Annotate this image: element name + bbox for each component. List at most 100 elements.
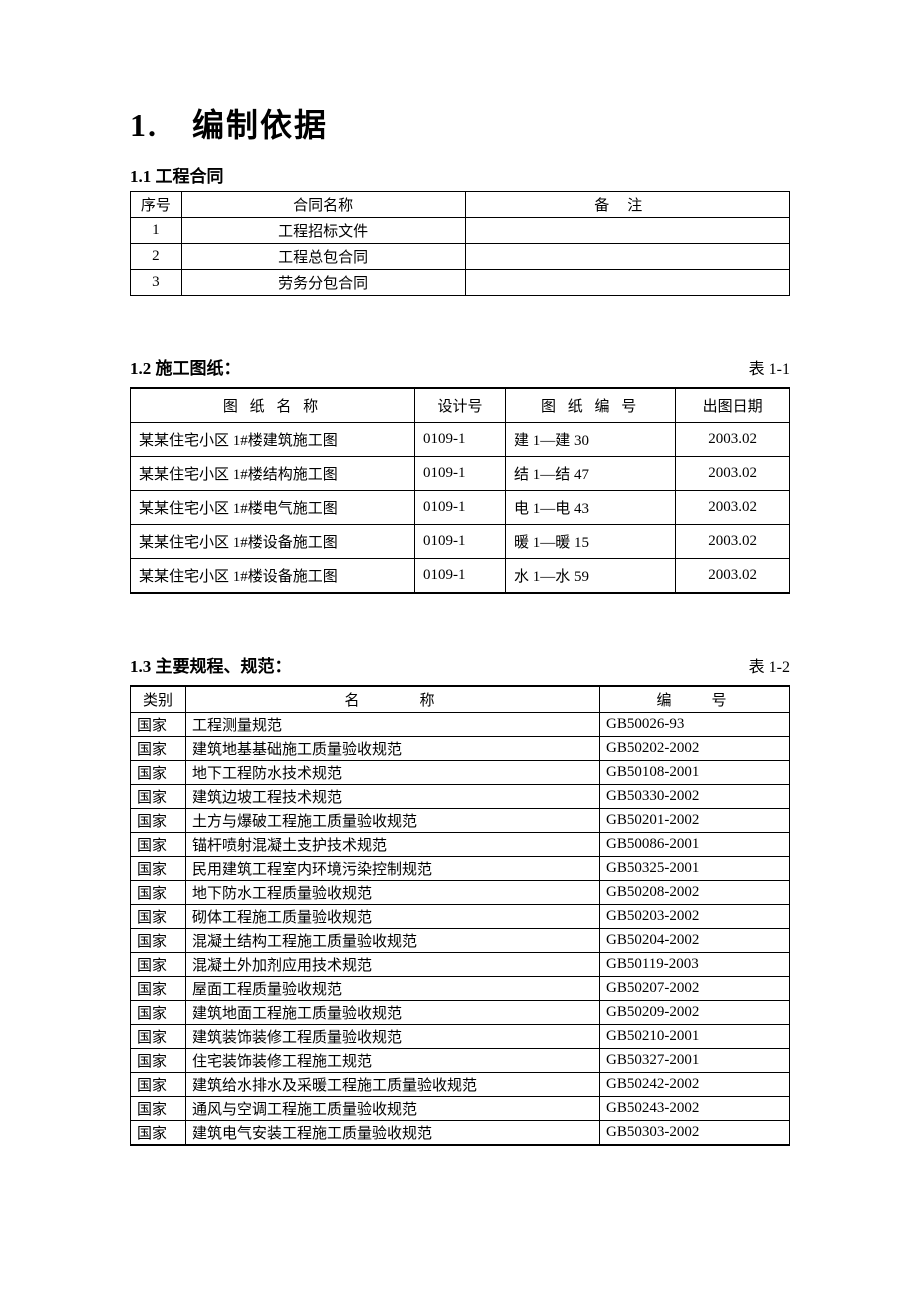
table-cell: 2003.02 [676, 491, 790, 525]
table-cell: 国家 [131, 1025, 186, 1049]
table-row: 3劳务分包合同 [131, 270, 790, 296]
table-row: 国家民用建筑工程室内环境污染控制规范GB50325-2001 [131, 857, 790, 881]
table-row: 国家屋面工程质量验收规范GB50207-2002 [131, 977, 790, 1001]
table-cell: GB50207-2002 [600, 977, 790, 1001]
table-row: 某某住宅小区 1#楼建筑施工图0109-1建 1—建 302003.02 [131, 423, 790, 457]
table-cell: GB50243-2002 [600, 1097, 790, 1121]
table-cell: 0109-1 [415, 423, 506, 457]
table-row: 某某住宅小区 1#楼设备施工图0109-1水 1—水 592003.02 [131, 559, 790, 594]
table-cell: GB50204-2002 [600, 929, 790, 953]
col-header-design-no: 设计号 [415, 388, 506, 423]
table-cell: GB50303-2002 [600, 1121, 790, 1146]
table-row: 国家土方与爆破工程施工质量验收规范GB50201-2002 [131, 809, 790, 833]
table-cell: 砌体工程施工质量验收规范 [186, 905, 600, 929]
contracts-table: 序号 合同名称 备注 1工程招标文件2工程总包合同3劳务分包合同 [130, 191, 790, 296]
col-header-standard-name: 名称 [186, 686, 600, 713]
section-1-2-heading-row: 1.2 施工图纸： 表 1-1 [130, 346, 790, 383]
drawings-table: 图 纸 名 称 设计号 图 纸 编 号 出图日期 某某住宅小区 1#楼建筑施工图… [130, 387, 790, 594]
table-cell: 工程招标文件 [181, 218, 465, 244]
table-cell: 建筑给水排水及采暖工程施工质量验收规范 [186, 1073, 600, 1097]
table-cell [465, 270, 789, 296]
table-cell: GB50108-2001 [600, 761, 790, 785]
table-cell [465, 244, 789, 270]
table-cell: 混凝土结构工程施工质量验收规范 [186, 929, 600, 953]
table-cell: GB50327-2001 [600, 1049, 790, 1073]
table-header-row: 类别 名称 编号 [131, 686, 790, 713]
table-cell: 建筑边坡工程技术规范 [186, 785, 600, 809]
table-row: 国家砌体工程施工质量验收规范GB50203-2002 [131, 905, 790, 929]
table-row: 1工程招标文件 [131, 218, 790, 244]
table-row: 国家工程测量规范GB50026-93 [131, 713, 790, 737]
table-row: 国家建筑边坡工程技术规范GB50330-2002 [131, 785, 790, 809]
table-cell: 工程测量规范 [186, 713, 600, 737]
table-row: 国家建筑给水排水及采暖工程施工质量验收规范GB50242-2002 [131, 1073, 790, 1097]
table-cell: 某某住宅小区 1#楼电气施工图 [131, 491, 415, 525]
section-1-2-heading: 1.2 施工图纸： [130, 354, 241, 379]
table-cell: 劳务分包合同 [181, 270, 465, 296]
table-1-1-label: 表 1-1 [749, 355, 790, 379]
table-cell: 国家 [131, 905, 186, 929]
table-cell: 电 1—电 43 [505, 491, 675, 525]
table-cell: 国家 [131, 1049, 186, 1073]
table-header-row: 序号 合同名称 备注 [131, 192, 790, 218]
table-cell: 国家 [131, 953, 186, 977]
table-cell: 2 [131, 244, 182, 270]
contracts-tbody: 1工程招标文件2工程总包合同3劳务分包合同 [131, 218, 790, 296]
table-cell: GB50119-2003 [600, 953, 790, 977]
table-cell: 国家 [131, 929, 186, 953]
table-cell: 2003.02 [676, 525, 790, 559]
table-cell: 国家 [131, 761, 186, 785]
table-cell: 国家 [131, 1001, 186, 1025]
table-cell: GB50202-2002 [600, 737, 790, 761]
col-header-code: 编号 [600, 686, 790, 713]
table-row: 国家通风与空调工程施工质量验收规范GB50243-2002 [131, 1097, 790, 1121]
table-row: 国家混凝土结构工程施工质量验收规范GB50204-2002 [131, 929, 790, 953]
table-cell: GB50203-2002 [600, 905, 790, 929]
table-cell: 某某住宅小区 1#楼建筑施工图 [131, 423, 415, 457]
table-row: 国家地下防水工程质量验收规范GB50208-2002 [131, 881, 790, 905]
table-cell: 国家 [131, 881, 186, 905]
table-cell: GB50210-2001 [600, 1025, 790, 1049]
table-cell: 混凝土外加剂应用技术规范 [186, 953, 600, 977]
table-cell: 建筑地基基础施工质量验收规范 [186, 737, 600, 761]
table-cell: 1 [131, 218, 182, 244]
table-cell: 地下防水工程质量验收规范 [186, 881, 600, 905]
table-cell: 国家 [131, 857, 186, 881]
table-row: 某某住宅小区 1#楼电气施工图0109-1电 1—电 432003.02 [131, 491, 790, 525]
section-1-3-heading-row: 1.3 主要规程、规范： 表 1-2 [130, 644, 790, 681]
table-cell: 住宅装饰装修工程施工规范 [186, 1049, 600, 1073]
section-1-1-heading: 1.1 工程合同 [130, 162, 790, 187]
table-cell: 国家 [131, 977, 186, 1001]
table-row: 2工程总包合同 [131, 244, 790, 270]
col-header-note: 备注 [465, 192, 789, 218]
table-cell: 0109-1 [415, 491, 506, 525]
drawings-tbody: 某某住宅小区 1#楼建筑施工图0109-1建 1—建 302003.02某某住宅… [131, 423, 790, 594]
table-row: 国家地下工程防水技术规范GB50108-2001 [131, 761, 790, 785]
table-cell: 通风与空调工程施工质量验收规范 [186, 1097, 600, 1121]
col-header-seq: 序号 [131, 192, 182, 218]
table-row: 某某住宅小区 1#楼结构施工图0109-1结 1—结 472003.02 [131, 457, 790, 491]
table-cell: GB50330-2002 [600, 785, 790, 809]
table-row: 国家住宅装饰装修工程施工规范GB50327-2001 [131, 1049, 790, 1073]
table-cell: 土方与爆破工程施工质量验收规范 [186, 809, 600, 833]
table-cell: GB50242-2002 [600, 1073, 790, 1097]
table-cell: 某某住宅小区 1#楼结构施工图 [131, 457, 415, 491]
table-cell: 2003.02 [676, 559, 790, 594]
table-cell: 工程总包合同 [181, 244, 465, 270]
table-row: 国家建筑地基基础施工质量验收规范GB50202-2002 [131, 737, 790, 761]
table-cell: 建筑地面工程施工质量验收规范 [186, 1001, 600, 1025]
table-cell: GB50208-2002 [600, 881, 790, 905]
col-header-name: 合同名称 [181, 192, 465, 218]
table-cell: 国家 [131, 1073, 186, 1097]
table-cell: GB50201-2002 [600, 809, 790, 833]
table-cell: 3 [131, 270, 182, 296]
table-cell: 屋面工程质量验收规范 [186, 977, 600, 1001]
table-row: 国家建筑装饰装修工程质量验收规范GB50210-2001 [131, 1025, 790, 1049]
table-cell: 建筑电气安装工程施工质量验收规范 [186, 1121, 600, 1146]
table-cell: 0109-1 [415, 559, 506, 594]
table-cell: GB50026-93 [600, 713, 790, 737]
table-cell: 民用建筑工程室内环境污染控制规范 [186, 857, 600, 881]
table-cell: 2003.02 [676, 457, 790, 491]
table-cell: 某某住宅小区 1#楼设备施工图 [131, 525, 415, 559]
table-cell: 水 1—水 59 [505, 559, 675, 594]
